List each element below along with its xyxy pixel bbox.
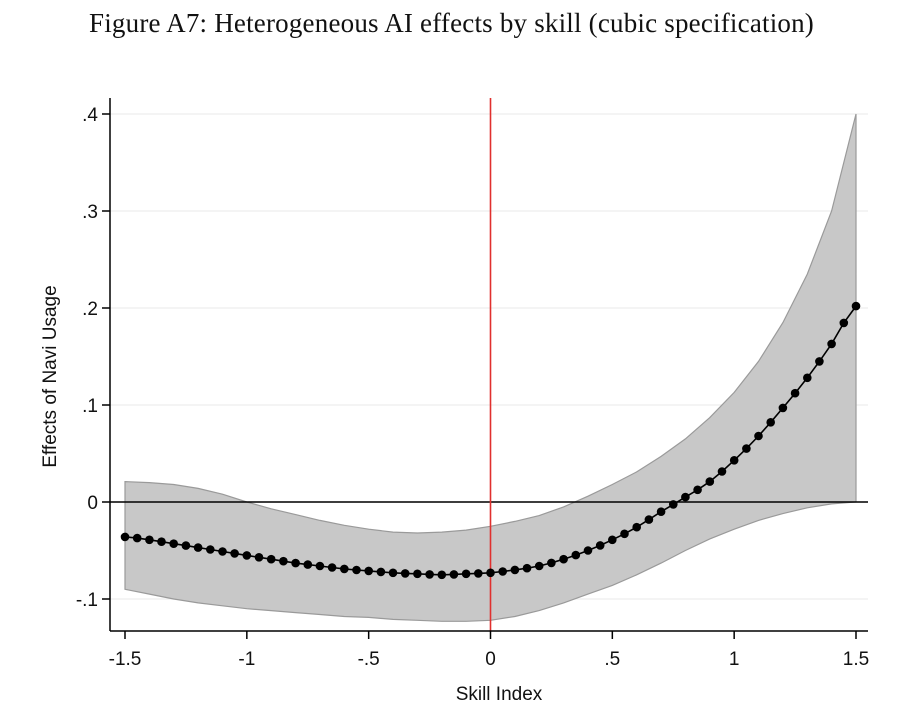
data-point: [437, 570, 447, 580]
data-point: [498, 567, 508, 576]
data-point: [583, 546, 593, 555]
data-point: [303, 560, 313, 569]
data-point: [754, 431, 763, 441]
x-axis-label: Skill Index: [456, 684, 543, 705]
x-tick-label: -.5: [358, 649, 380, 670]
data-point: [157, 537, 166, 546]
data-point: [729, 456, 739, 465]
data-point: [169, 539, 178, 548]
y-tick-label: .3: [82, 202, 98, 223]
data-point: [644, 515, 654, 524]
data-point: [254, 553, 264, 562]
data-point: [266, 554, 276, 564]
data-point: [181, 541, 191, 550]
data-point: [120, 532, 130, 542]
data-point: [656, 507, 666, 516]
data-point: [571, 550, 581, 560]
data-point: [315, 561, 325, 571]
data-point: [742, 444, 751, 453]
data-point: [778, 403, 788, 413]
data-point: [400, 569, 410, 578]
data-point: [510, 565, 520, 575]
data-point: [352, 565, 361, 575]
data-point: [693, 485, 702, 495]
data-point: [620, 529, 629, 539]
data-point: [425, 570, 434, 579]
data-point: [595, 541, 605, 550]
data-point: [413, 569, 422, 579]
data-point: [705, 477, 715, 486]
data-point: [364, 566, 374, 576]
data-point: [291, 558, 300, 568]
data-point: [827, 339, 836, 349]
data-point: [132, 533, 142, 543]
data-point: [474, 569, 483, 578]
data-point: [279, 556, 288, 566]
data-point: [681, 492, 690, 502]
data-point: [790, 388, 800, 398]
data-point: [669, 500, 678, 509]
data-point: [376, 567, 386, 577]
data-point: [534, 561, 544, 571]
data-point: [230, 549, 239, 558]
x-tick-label: 0: [485, 649, 496, 670]
data-point: [449, 570, 459, 579]
data-point: [803, 373, 812, 383]
x-tick-label: 1: [729, 649, 740, 670]
data-points: [120, 301, 861, 580]
data-point: [388, 568, 398, 578]
x-tick-label: 1.5: [843, 649, 869, 670]
data-point: [851, 301, 861, 311]
data-point: [815, 357, 824, 366]
data-point: [766, 418, 775, 427]
data-point: [717, 467, 727, 476]
data-point: [559, 554, 568, 564]
data-point: [461, 569, 471, 579]
data-point: [547, 558, 556, 568]
data-point: [486, 568, 495, 578]
x-tick-label: -1.5: [109, 649, 142, 670]
data-point: [340, 564, 349, 574]
data-point: [608, 535, 617, 545]
y-tick-label: -.1: [76, 590, 98, 611]
figure-title: Figure A7: Heterogeneous AI effects by s…: [89, 8, 814, 38]
y-tick-label: .2: [82, 299, 98, 320]
data-point: [206, 545, 215, 554]
x-ticks: -1.5 -1 -.5 0 .5 1 1.5: [109, 631, 869, 670]
y-ticks: -.1 0 .1 .2 .3 .4: [76, 105, 110, 611]
y-tick-label: 0: [87, 493, 98, 514]
data-point: [242, 551, 252, 560]
data-point: [632, 522, 641, 532]
data-point: [522, 563, 532, 573]
y-tick-label: .1: [82, 396, 98, 417]
x-tick-label: -1: [238, 649, 255, 670]
data-point: [193, 543, 203, 552]
y-axis-label: Effects of Navi Usage: [40, 285, 61, 467]
data-point: [145, 535, 154, 545]
data-point: [839, 318, 849, 328]
data-point: [218, 547, 227, 556]
y-tick-label: .4: [82, 105, 98, 126]
x-tick-label: .5: [604, 649, 620, 670]
data-point: [327, 563, 337, 572]
